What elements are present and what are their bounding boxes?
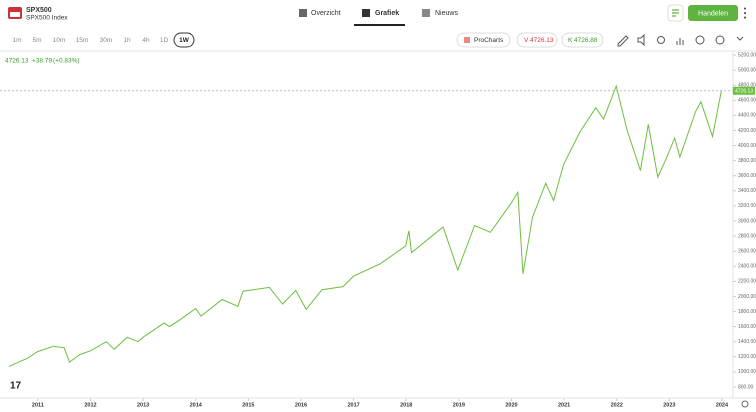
y-tick-label: 2800.00 — [738, 233, 756, 239]
trade-button-label: Handelen — [698, 10, 728, 17]
timeframe[interactable]: 1m — [12, 37, 21, 44]
y-tick-label: 800.00 — [738, 384, 754, 390]
x-tick-label: 2014 — [190, 402, 203, 408]
y-tick-label: 3800.00 — [738, 158, 756, 164]
timeframe[interactable]: 1h — [123, 37, 131, 44]
active-tab-underline — [354, 24, 405, 26]
x-tick-label: 2013 — [137, 402, 149, 408]
sell-price: 4726.13 — [530, 37, 554, 44]
timeframe[interactable]: 30m — [100, 37, 113, 44]
y-tick-label: 1000.00 — [738, 369, 756, 375]
timeframe[interactable]: 10m — [53, 37, 66, 44]
y-tick-label: 3400.00 — [738, 188, 756, 194]
symbol-name: SPX500 Index — [26, 15, 68, 22]
buy-label: K — [568, 37, 573, 44]
y-tick-label: 5000.00 — [738, 67, 756, 73]
x-tick-label: 2018 — [400, 402, 412, 408]
indicators-icon[interactable] — [676, 38, 684, 45]
tab-icon — [362, 9, 370, 17]
buy-price: 4726.88 — [574, 37, 598, 44]
y-tick-label: 4400.00 — [738, 113, 756, 119]
y-tick-label: 4600.00 — [738, 98, 756, 104]
timeframe[interactable]: 5m — [32, 37, 41, 44]
timeframe[interactable]: 15m — [76, 37, 89, 44]
sound-icon[interactable] — [637, 33, 645, 47]
tab-icon — [422, 9, 430, 17]
y-tick-label: 1200.00 — [738, 354, 756, 360]
y-tick-label: 1400.00 — [738, 339, 756, 345]
x-tick-label: 2020 — [505, 402, 517, 408]
timeframe[interactable]: 1D — [160, 37, 169, 44]
y-tick-label: 4200.00 — [738, 128, 756, 134]
settings-icon[interactable] — [657, 36, 665, 44]
x-tick-label: 2011 — [32, 402, 44, 408]
axis-settings[interactable] — [741, 400, 749, 408]
x-tick-label: 2016 — [295, 402, 307, 408]
y-tick-label: 2600.00 — [738, 249, 756, 255]
last-price-badge — [733, 86, 755, 95]
y-tick-label: 1800.00 — [738, 309, 756, 315]
x-tick-label: 2023 — [663, 402, 675, 408]
list-icon — [672, 9, 679, 17]
procharts-label: ProCharts — [474, 37, 504, 44]
y-tick-label: 2000.00 — [738, 294, 756, 300]
trade-button[interactable] — [688, 5, 738, 21]
quote-change-pct: (+0.83%) — [53, 58, 80, 65]
timeframes: 1m 5m 10m 15m 30m 1h 4h 1D 1W — [12, 32, 195, 48]
x-tick-label: 2015 — [242, 402, 254, 408]
tab[interactable]: Overzicht — [311, 10, 341, 17]
timeframe-selected — [173, 32, 195, 48]
procharts-icon — [464, 37, 470, 43]
collapse-icon[interactable] — [736, 36, 744, 41]
procharts-button[interactable] — [456, 32, 511, 48]
x-tick-label: 2019 — [453, 402, 465, 408]
draw-icon[interactable] — [617, 35, 629, 47]
y-tick-label: 4000.00 — [738, 143, 756, 149]
tab[interactable]: Nieuws — [435, 10, 458, 17]
quote-price: 4726.13 — [5, 58, 29, 65]
plot: 800.00 1000.00 1200.00 1400.00 1600.00 1800.0… — [0, 52, 756, 408]
y-tick-label: 5200.00 — [738, 52, 756, 58]
info-icon[interactable] — [695, 35, 705, 45]
sell-button[interactable] — [516, 32, 558, 48]
sell-label: V — [524, 37, 529, 44]
y-tick-label: 3200.00 — [738, 203, 756, 209]
symbol: SPX500 — [26, 7, 52, 14]
y-tick-label: 3000.00 — [738, 218, 756, 224]
x-tick-label: 2017 — [347, 402, 359, 408]
tab-icon — [299, 9, 307, 17]
x-tick-label: 2024 — [716, 402, 729, 408]
y-tick-label: 3600.00 — [738, 173, 756, 179]
tab[interactable]: Grafiek — [375, 10, 399, 17]
y-tick-label: 4800.00 — [738, 83, 756, 89]
tradingview-logo: 17 — [10, 381, 22, 392]
timeframe[interactable]: 1W — [179, 37, 190, 44]
logo — [10, 12, 20, 17]
x-tick-label: 2012 — [84, 402, 96, 408]
last-price-label: 4726.13 — [735, 89, 753, 95]
y-tick-label: 2400.00 — [738, 264, 756, 270]
y-tick-label: 2200.00 — [738, 279, 756, 285]
quote-change: +38.79 — [32, 58, 52, 65]
price-line — [8, 84, 722, 368]
timeframe[interactable]: 4h — [142, 37, 150, 44]
x-tick-label: 2022 — [611, 402, 623, 408]
clock-icon[interactable] — [715, 35, 725, 45]
buy-button[interactable] — [561, 32, 604, 48]
y-tick-label: 1600.00 — [738, 324, 756, 330]
x-tick-label: 2021 — [558, 402, 570, 408]
